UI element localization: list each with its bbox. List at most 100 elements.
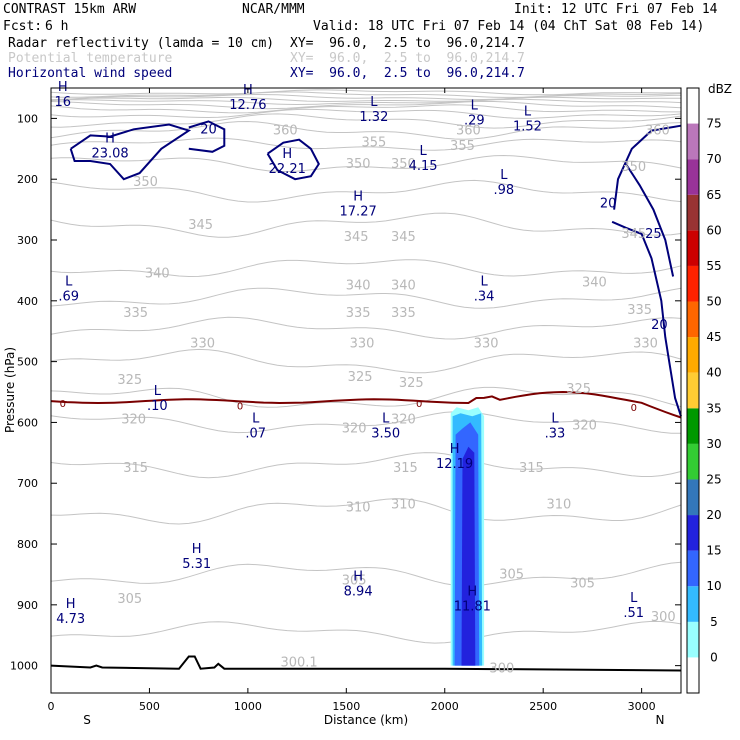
theta-line [50, 108, 682, 119]
theta-label: 310 [346, 501, 371, 516]
theta-label: 325 [348, 370, 373, 385]
theta-label: 330 [633, 336, 658, 351]
axis-left-end: S [83, 713, 91, 727]
colorbar-level: 40 [706, 366, 721, 380]
theta-label: 320 [572, 418, 597, 433]
extremum-type: H [282, 147, 292, 162]
theta-label: 345 [621, 227, 646, 242]
extremum-type: H [192, 542, 202, 557]
colorbar-swatch [687, 657, 699, 693]
zero-line [50, 390, 682, 419]
y-tick-label: 800 [17, 538, 38, 551]
theta-line [50, 287, 682, 309]
extremum-type: H [353, 189, 363, 204]
colorbar-swatch [687, 550, 699, 587]
zero-label: 0 [416, 399, 422, 410]
wind-label: 20 [600, 197, 617, 212]
theta-label: 305 [342, 574, 367, 589]
extremum-value: 23.08 [91, 147, 128, 162]
theta-label: 335 [346, 306, 371, 321]
colorbar-level: 55 [706, 259, 721, 273]
theta-line [50, 386, 682, 408]
terrain-line [50, 655, 682, 672]
colorbar-level: 0 [710, 650, 718, 664]
theta-line [50, 348, 682, 374]
x-tick-label: 2500 [529, 700, 557, 713]
theta-line [50, 561, 682, 587]
theta-label: 305 [117, 592, 142, 607]
colorbar-level: 70 [706, 152, 721, 166]
zero-label: 0 [60, 399, 66, 410]
field-reflectivity-name: Radar reflectivity (lamda = 10 cm) [8, 36, 275, 51]
colorbar-swatch [687, 621, 699, 658]
theta-label: 350 [391, 157, 416, 172]
extremum-value: 1.32 [359, 110, 388, 125]
colorbar-swatch [687, 408, 699, 444]
reflectivity-band [461, 446, 476, 666]
extremum-value: .10 [147, 399, 168, 414]
colorbar-level: 30 [706, 437, 721, 451]
x-tick-label: 0 [48, 700, 55, 713]
theta-label: 325 [399, 376, 424, 391]
colorbar-swatch [687, 194, 699, 231]
colorbar-level: 20 [706, 508, 721, 522]
valid-time: Valid: 18 UTC Fri 07 Feb 14 (04 ChT Sat … [313, 19, 705, 34]
colorbar-level: 65 [706, 188, 721, 202]
wind-contour [625, 163, 675, 277]
reflectivity-shading [450, 407, 485, 666]
wind-contour [611, 220, 682, 417]
y-tick-label: 300 [17, 234, 38, 247]
x-tick-label: 1500 [332, 700, 360, 713]
theta-line [50, 98, 682, 106]
theta-label: 360 [456, 124, 481, 139]
theta-line [50, 154, 682, 173]
wind-contour [613, 124, 682, 210]
y-tick-label: 500 [17, 356, 38, 369]
colorbar-level: 5 [710, 615, 718, 629]
y-axis-label: Pressure (hPa) [3, 347, 17, 433]
colorbar-swatch [687, 301, 699, 338]
theta-line [50, 179, 682, 203]
extremum-type: H [353, 570, 363, 585]
extremum-value: 12.76 [229, 98, 266, 113]
y-tick-label: 400 [17, 295, 38, 308]
theta-line [50, 100, 682, 110]
theta-label: 345 [344, 230, 369, 245]
field-reflectivity-xy: XY= 96.0, 2.5 to 96.0,214.7 [290, 36, 525, 51]
extremum-value: 5.31 [182, 557, 211, 572]
theta-line [50, 120, 682, 140]
colorbar-frame [686, 87, 700, 694]
colorbar-swatch [687, 337, 699, 373]
extremum-type: L [370, 95, 378, 110]
extremum-value: 16 [55, 95, 72, 110]
theta-label: 345 [391, 230, 416, 245]
extremum-value: 17.27 [340, 204, 377, 219]
theta-label: 300 [651, 610, 676, 625]
field-theta-name: Potential temperature [8, 51, 173, 66]
theta-label: 340 [145, 266, 170, 281]
extremum-type: H [66, 597, 76, 612]
theta-label: 330 [190, 336, 215, 351]
theta-label: 355 [450, 139, 475, 154]
wind-label: 20 [651, 318, 668, 333]
theta-label: 330 [474, 336, 499, 351]
theta-label: 360 [273, 124, 298, 139]
x-tick-label: 500 [139, 700, 160, 713]
theta-line [50, 620, 682, 644]
colorbar-swatch [687, 586, 699, 622]
colorbar-level: 50 [706, 295, 721, 309]
colorbar-unit: dBZ [708, 82, 732, 96]
extremum-value: .07 [245, 426, 266, 441]
theta-label: 340 [346, 279, 371, 294]
colorbar: 0 5 10 15 20 25 30 35 40 45 50 55 60 65 70 75 dBZ [686, 82, 732, 694]
theta-label: 350 [621, 160, 646, 175]
theta-label: 325 [566, 382, 591, 397]
theta-label: 305 [499, 567, 524, 582]
theta-label: 345 [188, 218, 213, 233]
theta-line [50, 316, 682, 340]
field-wind-xy: XY= 96.0, 2.5 to 96.0,214.7 [290, 66, 525, 81]
colorbar-level: 75 [706, 117, 721, 131]
wind-contour [188, 120, 226, 153]
theta-line [50, 91, 682, 98]
